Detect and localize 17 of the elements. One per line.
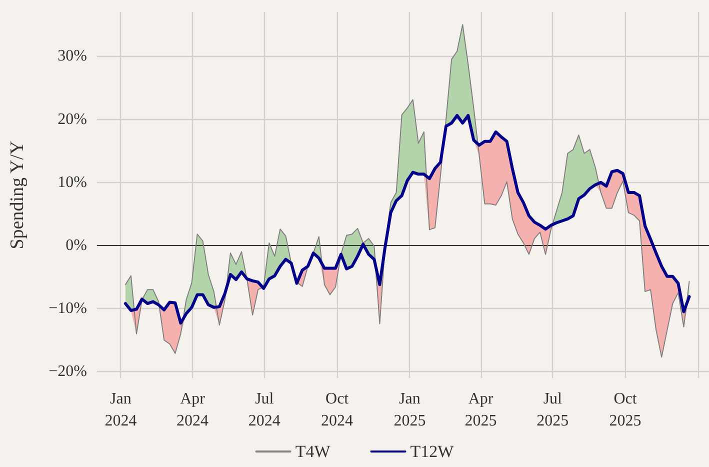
x-tick-label: Oct 2025 bbox=[609, 390, 642, 430]
x-tick-label: Jan 2025 bbox=[394, 390, 426, 430]
y-tick-label: 20% bbox=[58, 110, 87, 128]
x-tick-label: Apr 2025 bbox=[464, 390, 497, 430]
x-tick-label: Apr 2024 bbox=[176, 390, 209, 430]
y-tick-label: −20% bbox=[48, 363, 87, 380]
y-tick-label: −10% bbox=[48, 300, 87, 318]
y-tick-label: 0% bbox=[66, 236, 87, 254]
legend-label: T12W bbox=[410, 442, 455, 461]
x-tick-label: Jul 2025 bbox=[536, 390, 569, 430]
x-tick-label: Oct 2024 bbox=[321, 390, 354, 430]
x-tick-label: Jan 2024 bbox=[104, 390, 137, 430]
y-tick-label: 10% bbox=[58, 174, 87, 191]
legend-label: T4W bbox=[295, 442, 332, 461]
x-tick-label: Jul 2024 bbox=[248, 390, 280, 430]
y-axis-title: Spending Y/Y bbox=[7, 140, 28, 250]
y-tick-label: 30% bbox=[58, 48, 87, 65]
